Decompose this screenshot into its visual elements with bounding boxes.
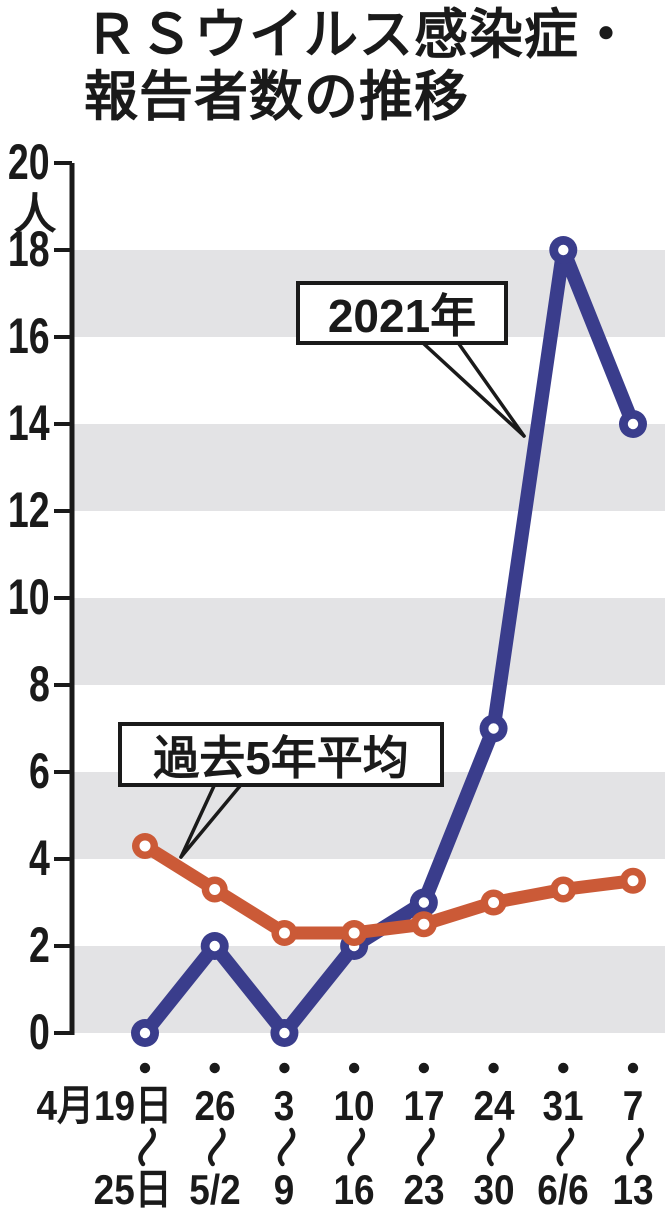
y-tick-label: 8 [29, 656, 50, 712]
data-point-marker-hole [209, 883, 221, 895]
x-label-week-start: 4月19日 [36, 1082, 172, 1129]
data-point-marker-hole [418, 897, 430, 908]
series-label-2021: 2021年 [327, 290, 477, 342]
x-axis-dot [139, 1062, 151, 1074]
x-label-week-start: 24 [473, 1082, 515, 1129]
data-point-marker-hole [488, 897, 500, 908]
x-label-week-end: 30 [473, 1166, 515, 1213]
y-tick-label: 16 [8, 308, 50, 364]
grid-band [72, 946, 665, 1033]
range-tilde-icon [486, 1127, 505, 1167]
x-label-week-end: 6/6 [537, 1166, 589, 1213]
x-label-week-start: 17 [403, 1082, 445, 1129]
x-axis-dot [348, 1062, 360, 1074]
range-tilde-icon [556, 1127, 575, 1167]
grid-band [72, 598, 665, 685]
y-tick-label: 2 [29, 917, 50, 973]
chart-title: ＲＳウイルス感染症・ 報告者数の推移 [84, 4, 634, 128]
x-label-week-start: 31 [542, 1082, 584, 1129]
data-point-marker-hole [348, 927, 360, 939]
series-label-box-5yr-average: 過去5年平均 [118, 722, 444, 787]
callout-pointer-line [422, 342, 526, 438]
callout-pointer-line [179, 784, 242, 859]
range-tilde-icon [208, 1127, 226, 1167]
x-label-week-end: 5/2 [189, 1166, 241, 1213]
data-point-marker-hole [488, 723, 499, 734]
y-tick-label: 6 [29, 743, 50, 799]
data-point-marker-hole [627, 418, 639, 430]
data-point-marker-hole [209, 940, 220, 952]
x-label-week-end: 13 [612, 1166, 654, 1213]
series-label-5yr-average: 過去5年平均 [153, 731, 409, 784]
data-point-marker-hole [558, 244, 569, 256]
y-tick-label: 12 [8, 482, 50, 538]
x-axis-dot [418, 1062, 430, 1074]
chart-title-line2: 報告者数の推移 [84, 67, 469, 127]
chart-title-line1: ＲＳウイルス感染症・ [84, 5, 634, 65]
x-axis-dot [279, 1062, 290, 1074]
series-label-box-2021: 2021年 [296, 281, 508, 345]
x-label-week-end: 16 [333, 1166, 375, 1213]
data-point-marker-hole [278, 927, 290, 939]
x-label-week-start: 3 [274, 1082, 295, 1129]
x-label-week-start: 7 [622, 1082, 644, 1129]
data-point-marker-hole [139, 1027, 151, 1039]
y-tick-label: 0 [29, 1004, 50, 1060]
grid-band [72, 424, 665, 511]
data-point-marker-hole [557, 883, 569, 895]
y-tick-label: 10 [8, 569, 50, 625]
x-label-week-end: 25日 [93, 1166, 172, 1213]
data-point-marker-hole [627, 875, 639, 887]
data-point-marker-hole [279, 1027, 290, 1039]
y-tick-label: 4 [29, 830, 50, 886]
y-axis-unit-label: 人 [13, 191, 57, 239]
x-axis-dot [627, 1062, 639, 1074]
x-axis-dot [558, 1062, 569, 1074]
x-label-week-end: 23 [403, 1166, 445, 1213]
callout-pointer-line [179, 784, 216, 859]
y-tick-label: 14 [8, 395, 50, 451]
x-axis-dot [488, 1062, 499, 1074]
data-point-marker-hole [139, 840, 151, 852]
range-tilde-icon [138, 1127, 156, 1167]
x-label-week-start: 26 [194, 1082, 236, 1129]
y-tick-label: 20 [8, 134, 50, 190]
range-tilde-icon [277, 1127, 296, 1167]
range-tilde-icon [417, 1127, 435, 1167]
data-point-marker-hole [418, 918, 430, 930]
callout-pointer-line [457, 342, 526, 438]
x-label-week-start: 10 [333, 1082, 375, 1129]
x-axis-dot [209, 1062, 220, 1074]
range-tilde-icon [347, 1127, 366, 1167]
y-tick-label: 18 [8, 221, 50, 277]
range-tilde-icon [626, 1127, 644, 1167]
x-label-week-end: 9 [274, 1166, 295, 1213]
